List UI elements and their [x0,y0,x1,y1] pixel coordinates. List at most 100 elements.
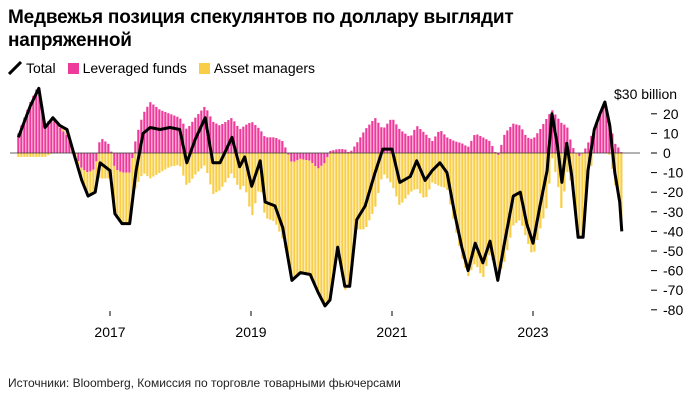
leveraged-bar [569,139,572,153]
leveraged-bar [440,131,443,153]
leveraged-bar [188,125,191,153]
asset-bar [395,153,398,197]
asset-bar [173,153,176,166]
leveraged-bar [137,129,140,153]
legend-item-asset: Asset managers [198,60,315,76]
asset-bar [353,153,356,249]
leveraged-bar [209,116,212,153]
leveraged-bar [269,137,272,153]
asset-bar [101,153,104,179]
asset-bar [260,153,263,193]
asset-bar [581,153,584,238]
asset-bar [332,153,335,280]
asset-bar [119,171,122,222]
leveraged-bar [170,114,173,153]
asset-bar [221,153,224,187]
leveraged-bar [149,102,152,153]
leveraged-bar [392,119,395,153]
asset-bar [47,153,50,156]
asset-bar [32,153,35,157]
leveraged-bar [536,133,539,153]
asset-bar [443,153,446,188]
leveraged-bar [284,147,287,153]
asset-bar [422,153,425,198]
asset-bar [479,153,482,274]
leveraged-bar [215,123,218,153]
leveraged-bar [131,153,134,159]
leveraged-bar [548,114,551,153]
asset-bar [530,153,533,253]
leveraged-bar [422,131,425,153]
leveraged-bar [122,153,125,173]
asset-bar [350,153,353,273]
asset-bar [80,167,83,179]
asset-bar [305,160,308,274]
leveraged-bar [59,127,62,153]
leveraged-bar [575,153,578,154]
asset-bar [161,153,164,172]
asset-bar [242,153,245,186]
asset-bar [71,153,74,154]
leveraged-bar [599,112,602,153]
leveraged-bar [539,128,542,153]
asset-bar [293,161,296,279]
leveraged-bar [491,146,494,153]
leveraged-bar [323,153,326,164]
asset-bar [398,153,401,205]
asset-bar [89,171,92,195]
leveraged-bar [464,145,467,153]
asset-bar [164,153,167,170]
leveraged-bar [581,153,584,154]
leveraged-bar [506,130,509,153]
x-tick-label: 2019 [235,324,266,340]
leveraged-bar [26,109,29,153]
leveraged-bar [341,149,344,153]
leveraged-bar [20,125,23,153]
asset-bar [542,153,545,219]
leveraged-bar [443,134,446,153]
leveraged-bar [29,102,32,153]
asset-bar [308,160,311,275]
y-tick-label: 10 [663,125,679,141]
leveraged-bar [500,144,503,153]
source-note: Источники: Bloomberg, Комиссия по торгов… [8,376,401,390]
asset-bar [605,153,608,154]
asset-bar [485,153,488,267]
leveraged-bar [71,147,74,153]
asset-bar [431,153,434,183]
leveraged-bar [602,105,605,153]
bars-group [17,87,623,305]
leveraged-bar [299,153,302,159]
leveraged-bar [596,121,599,153]
asset-bar [578,155,581,238]
legend-label-total: Total [26,60,56,76]
asset-bar [425,153,428,197]
asset-swatch [198,62,210,74]
leveraged-bar [458,142,461,153]
asset-bar [449,153,452,205]
leveraged-bar [152,104,155,153]
asset-bar [620,153,623,226]
asset-bar [77,161,80,169]
y-tick-label: -80 [663,302,683,318]
leveraged-bar [335,149,338,153]
leveraged-bar [350,150,353,153]
asset-bar [404,153,407,199]
leveraged-bar [248,122,251,153]
leveraged-bar [311,153,314,163]
leveraged-bar [185,128,188,153]
asset-bar [245,153,248,193]
total-line [16,86,624,308]
asset-bar [419,153,422,194]
leveraged-bar [53,119,56,153]
asset-bar [374,153,377,207]
asset-bar [560,153,563,208]
leveraged-bar [449,139,452,153]
leveraged-bar [584,148,587,153]
leveraged-bar [56,123,59,153]
x-tick-label: 2023 [517,324,548,340]
legend: Total Leveraged funds Asset managers [8,60,319,76]
leveraged-bar [107,143,110,153]
leveraged-bar [425,134,428,153]
leveraged-bar [41,106,44,153]
